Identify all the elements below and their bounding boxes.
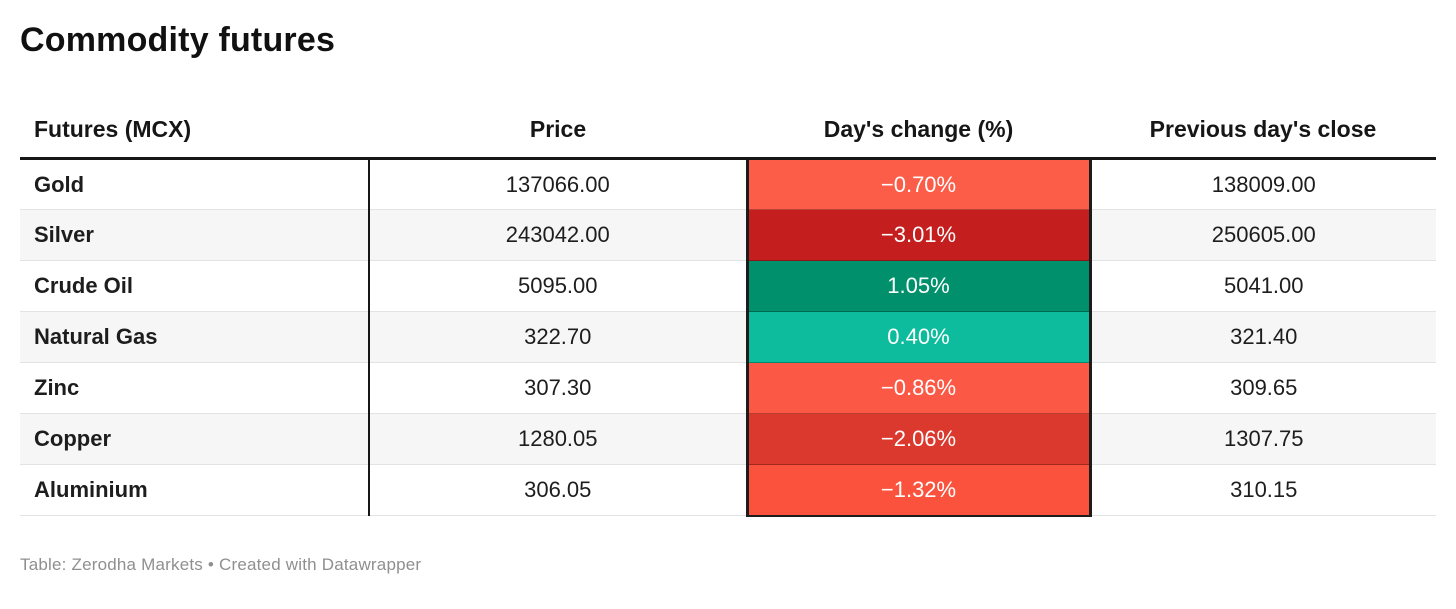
table-row: Gold 137066.00 −0.70% 138009.00 xyxy=(20,158,1436,210)
change-cell: −3.01% xyxy=(745,209,1092,261)
change-cell: −0.86% xyxy=(745,362,1092,414)
prev-close-cell: 310.15 xyxy=(1090,464,1436,516)
price-cell: 5095.00 xyxy=(369,260,747,312)
table-row: Crude Oil 5095.00 1.05% 5041.00 xyxy=(20,260,1436,312)
commodity-futures-table: Futures (MCX) Price Day's change (%) Pre… xyxy=(20,116,1436,517)
futures-cell: Natural Gas xyxy=(20,311,370,363)
page-title: Commodity futures xyxy=(20,21,336,59)
futures-cell: Zinc xyxy=(20,362,370,414)
table-row: Silver 243042.00 −3.01% 250605.00 xyxy=(20,209,1436,261)
price-cell: 322.70 xyxy=(369,311,747,363)
price-cell: 1280.05 xyxy=(369,413,747,465)
change-cell: 1.05% xyxy=(745,260,1092,312)
change-cell: −1.32% xyxy=(745,464,1092,517)
futures-cell: Copper xyxy=(20,413,370,465)
table-row: Copper 1280.05 −2.06% 1307.75 xyxy=(20,413,1436,465)
column-header-change: Day's change (%) xyxy=(747,116,1090,160)
table-row: Zinc 307.30 −0.86% 309.65 xyxy=(20,362,1436,414)
price-cell: 243042.00 xyxy=(369,209,747,261)
futures-cell: Silver xyxy=(20,209,370,261)
prev-close-cell: 1307.75 xyxy=(1090,413,1436,465)
prev-close-cell: 309.65 xyxy=(1090,362,1436,414)
table-row: Aluminium 306.05 −1.32% 310.15 xyxy=(20,464,1436,517)
prev-close-cell: 250605.00 xyxy=(1090,209,1436,261)
header-row: Futures (MCX) Price Day's change (%) Pre… xyxy=(20,116,1436,160)
futures-cell: Gold xyxy=(20,158,370,210)
attribution-footer: Table: Zerodha Markets • Created with Da… xyxy=(20,554,422,574)
prev-close-cell: 5041.00 xyxy=(1090,260,1436,312)
change-cell: −2.06% xyxy=(745,413,1092,465)
column-header-price: Price xyxy=(369,116,747,160)
price-cell: 137066.00 xyxy=(505,171,610,197)
prev-close-cell: 321.40 xyxy=(1090,311,1436,363)
change-cell: −0.70% xyxy=(745,158,1092,210)
price-cell: 307.30 xyxy=(369,362,747,414)
price-cell: 306.05 xyxy=(369,464,747,516)
datawrapper-table-page: Commodity futures Futures (MCX) Price Da… xyxy=(20,21,1436,574)
prev-close-cell: 138009.00 xyxy=(1211,171,1316,197)
column-header-futures: Futures (MCX) xyxy=(20,116,369,160)
table-row: Natural Gas 322.70 0.40% 321.40 xyxy=(20,311,1436,363)
column-header-prev-close: Previous day's close xyxy=(1090,116,1436,160)
futures-cell: Crude Oil xyxy=(20,260,370,312)
change-cell: 0.40% xyxy=(745,311,1092,363)
futures-cell: Aluminium xyxy=(20,464,370,516)
